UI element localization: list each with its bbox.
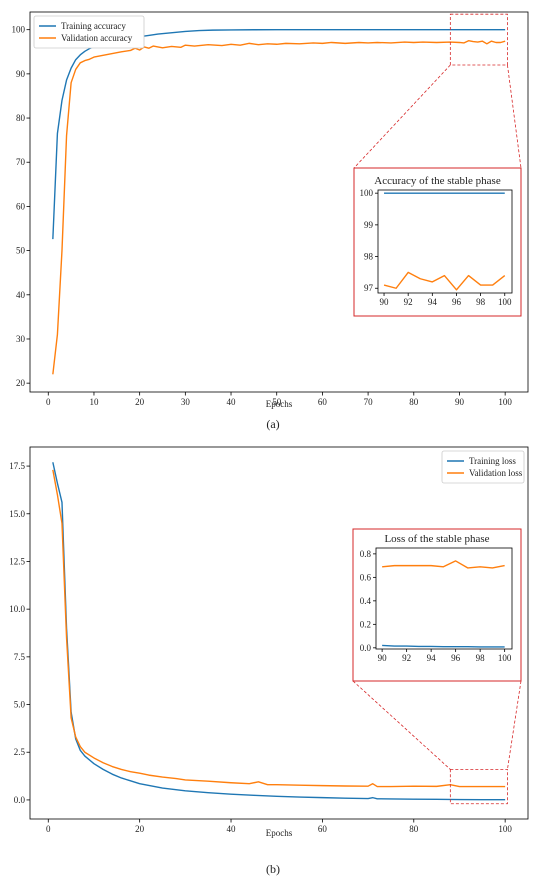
- series-line-validation: [52, 469, 506, 788]
- inset-x-tick-label: 90: [380, 297, 390, 307]
- legend-label: Training loss: [469, 456, 516, 466]
- y-tick-label: 100: [12, 25, 26, 35]
- y-tick-label: 20: [16, 378, 26, 388]
- inset-x-tick-label: 100: [498, 653, 512, 663]
- inset-plot-area: [375, 547, 513, 650]
- inset-x-tick-label: 98: [476, 297, 486, 307]
- x-tick-label: 100: [498, 397, 512, 407]
- x-tick-label: 50: [272, 397, 282, 407]
- series-line-validation: [52, 40, 506, 375]
- x-tick-label: 20: [135, 397, 145, 407]
- x-axis-label: Epochs: [266, 828, 293, 838]
- x-tick-label: 90: [455, 397, 465, 407]
- inset-series-line-training: [382, 644, 505, 648]
- plot-area-0: [29, 11, 529, 393]
- x-tick-label: 60: [318, 397, 328, 407]
- legend-label: Validation accuracy: [61, 33, 133, 43]
- inset-series-line-validation: [383, 271, 506, 291]
- inset-x-tick-label: 92: [404, 297, 413, 307]
- y-tick-label: 80: [16, 113, 26, 123]
- zoom-connector-line: [352, 680, 451, 770]
- series-line-training: [52, 462, 506, 801]
- inset-x-tick-label: 94: [427, 653, 437, 663]
- x-tick-label: 0: [46, 397, 51, 407]
- y-tick-label: 50: [16, 246, 26, 256]
- inset-y-tick-label: 0.4: [360, 596, 372, 606]
- y-tick-label: 30: [16, 334, 26, 344]
- inset-x-tick-label: 96: [452, 297, 462, 307]
- x-tick-label: 70: [364, 397, 374, 407]
- x-tick-label: 100: [498, 824, 512, 834]
- x-tick-label: 80: [409, 824, 419, 834]
- inset-y-tick-label: 0.6: [360, 572, 372, 582]
- inset-x-tick-label: 94: [428, 297, 438, 307]
- x-axis-label: Epochs: [266, 399, 293, 409]
- inset-y-tick-label: 97: [364, 283, 374, 293]
- inset-y-tick-label: 0.8: [360, 549, 372, 559]
- inset-series-line-validation: [382, 560, 505, 569]
- y-tick-label: 7.5: [14, 652, 26, 662]
- inset-x-tick-label: 92: [402, 653, 411, 663]
- inset-title: Loss of the stable phase: [384, 533, 489, 545]
- x-tick-label: 0: [46, 824, 51, 834]
- inset-y-tick-label: 0.0: [360, 643, 372, 653]
- zoom-region-box: [449, 769, 508, 805]
- inset-y-tick-label: 98: [364, 252, 374, 262]
- panel-label: (b): [266, 862, 280, 876]
- x-tick-label: 10: [89, 397, 99, 407]
- inset-x-tick-label: 100: [498, 297, 512, 307]
- y-tick-label: 17.5: [9, 461, 25, 471]
- y-tick-label: 15.0: [9, 509, 25, 519]
- y-tick-label: 5.0: [14, 700, 26, 710]
- inset-y-tick-label: 0.2: [360, 619, 371, 629]
- x-tick-label: 60: [318, 824, 328, 834]
- inset-title: Accuracy of the stable phase: [374, 175, 501, 187]
- plot-area-1: [29, 446, 529, 820]
- x-tick-label: 20: [135, 824, 145, 834]
- inset-x-tick-label: 98: [476, 653, 486, 663]
- legend-label: Validation loss: [469, 468, 523, 478]
- inset-plot-area: [377, 189, 513, 294]
- x-tick-label: 30: [181, 397, 191, 407]
- y-tick-label: 2.5: [14, 747, 26, 757]
- inset-y-tick-label: 99: [364, 220, 374, 230]
- zoom-region-box: [449, 13, 508, 66]
- zoom-connector-line: [507, 64, 522, 169]
- zoom-connector-line: [507, 680, 522, 770]
- inset-y-tick-label: 100: [360, 188, 374, 198]
- y-tick-label: 90: [16, 69, 26, 79]
- inset-frame: [352, 528, 522, 682]
- legend-box: [441, 450, 525, 484]
- zoom-connector-line: [353, 64, 451, 169]
- y-tick-label: 0.0: [14, 795, 26, 805]
- y-tick-label: 12.5: [9, 556, 25, 566]
- x-tick-label: 80: [409, 397, 419, 407]
- y-tick-label: 70: [16, 157, 26, 167]
- panel-label: (a): [266, 417, 279, 431]
- y-tick-label: 10.0: [9, 604, 25, 614]
- x-tick-label: 40: [227, 824, 237, 834]
- inset-x-tick-label: 90: [378, 653, 388, 663]
- inset-x-tick-label: 96: [451, 653, 461, 663]
- x-tick-label: 40: [227, 397, 237, 407]
- y-tick-label: 60: [16, 201, 26, 211]
- legend-label: Training accuracy: [61, 21, 126, 31]
- legend-box: [33, 15, 145, 49]
- y-tick-label: 40: [16, 290, 26, 300]
